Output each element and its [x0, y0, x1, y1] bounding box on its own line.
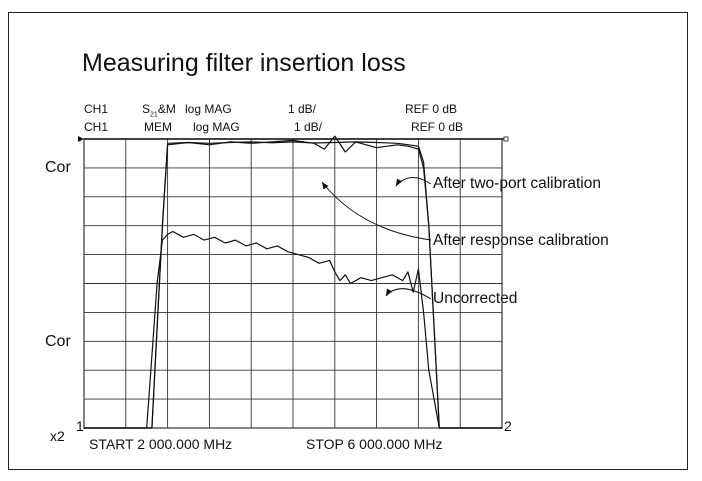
two-port-arrow-arrowhead [396, 178, 403, 186]
header-format-1: log MAG [185, 102, 232, 116]
chart-marks [78, 136, 509, 300]
series-line-after-response-calibration [84, 135, 502, 429]
header-ref-1: REF 0 dB [405, 102, 458, 116]
header-format-2: log MAG [193, 120, 240, 134]
chart-traces [84, 135, 502, 429]
reference-marker-right [503, 136, 509, 142]
header-channel-1: CH1 [84, 102, 109, 116]
reference-arrow-left [78, 136, 84, 142]
x2-label: x2 [50, 428, 65, 444]
cor-label-bottom: Cor [45, 333, 71, 350]
response-arrow-leader [321, 181, 432, 241]
header-param-2: MEM [144, 120, 172, 134]
uncorrected-arrow-arrowhead [386, 288, 393, 296]
annotation-two-port: After two-port calibration [433, 175, 601, 192]
uncorrected-arrow-leader [385, 288, 432, 300]
header-param-1: S21&M [142, 102, 176, 119]
annotation-response: After response calibration [433, 232, 609, 249]
header-scale-2: 1 dB/ [294, 120, 323, 134]
series-line-uncorrected [84, 230, 502, 429]
marker-label-2: 2 [504, 418, 512, 434]
annotation-uncorrected: Uncorrected [433, 290, 518, 307]
start-frequency-label: START 2 000.000 MHz [89, 436, 233, 452]
cor-label-top: Cor [45, 159, 71, 176]
marker-label-1: 1 [76, 418, 84, 434]
chart-title: Measuring filter insertion loss [82, 49, 406, 77]
stop-frequency-label: STOP 6 000.000 MHz [306, 436, 443, 452]
chart-grid [83, 138, 506, 429]
response-arrow-arrowhead [322, 182, 329, 190]
figure-frame [8, 12, 688, 470]
header-channel-2: CH1 [84, 120, 109, 134]
header-scale-1: 1 dB/ [288, 102, 317, 116]
header-ref-2: REF 0 dB [411, 120, 464, 134]
